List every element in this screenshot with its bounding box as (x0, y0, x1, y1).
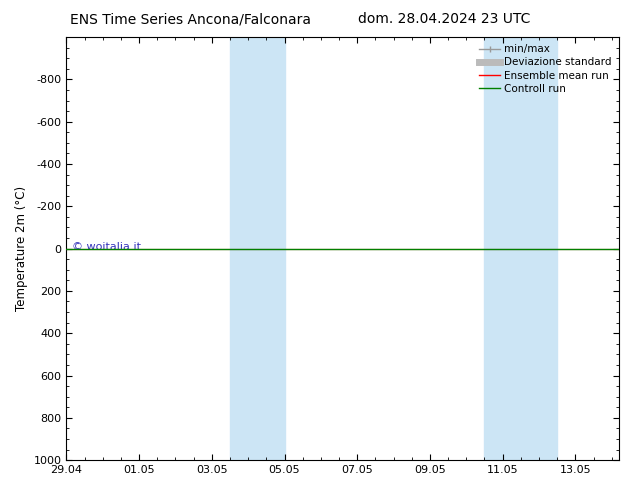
Text: dom. 28.04.2024 23 UTC: dom. 28.04.2024 23 UTC (358, 12, 530, 26)
Legend: min/max, Deviazione standard, Ensemble mean run, Controll run: min/max, Deviazione standard, Ensemble m… (475, 40, 616, 98)
Bar (230, 37, 285, 460)
Text: © woitalia.it: © woitalia.it (72, 242, 141, 252)
Text: ENS Time Series Ancona/Falconara: ENS Time Series Ancona/Falconara (70, 12, 311, 26)
Y-axis label: Temperature 2m (°C): Temperature 2m (°C) (15, 186, 28, 311)
Bar (484, 37, 557, 460)
